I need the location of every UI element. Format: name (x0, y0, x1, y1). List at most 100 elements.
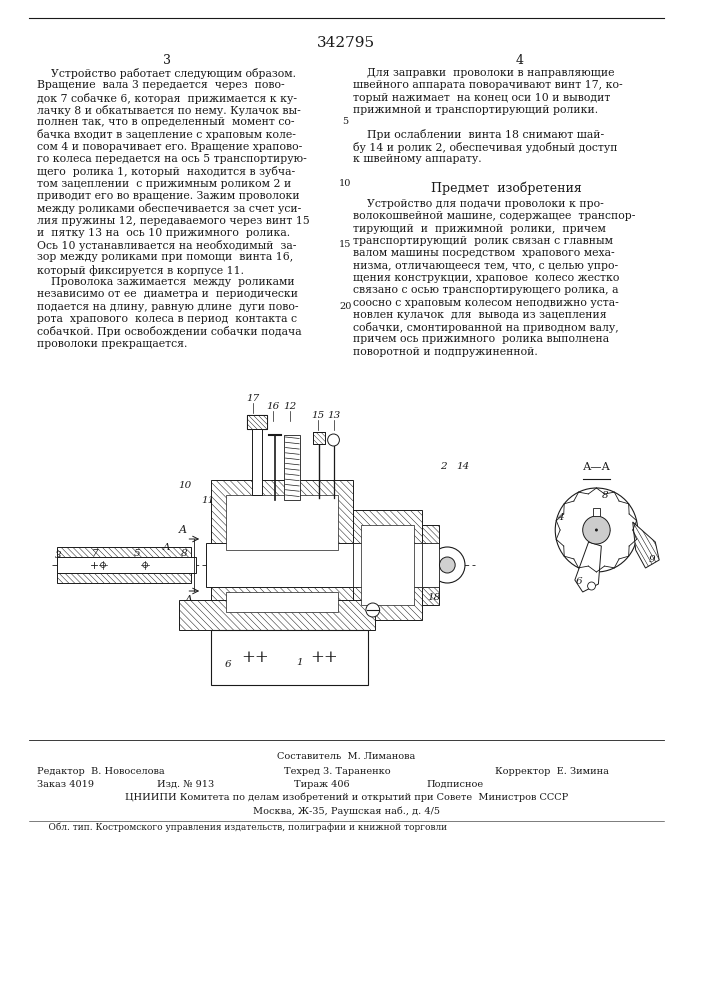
Circle shape (588, 582, 595, 590)
Text: проволоки прекращается.: проволоки прекращается. (37, 339, 187, 349)
Text: к швейному аппарату.: к швейному аппарату. (354, 154, 481, 164)
Text: 12: 12 (284, 402, 297, 411)
Text: 6: 6 (224, 660, 231, 669)
Text: который фиксируется в корпусе 11.: который фиксируется в корпусе 11. (37, 265, 245, 276)
Text: 11: 11 (201, 496, 214, 505)
Text: валом машины посредством  храпового меха-: валом машины посредством храпового меха- (354, 248, 615, 258)
Text: связано с осью транспортирующего ролика, а: связано с осью транспортирующего ролика,… (354, 285, 619, 295)
Text: и  пятку 13 на  ось 10 прижимного  ролика.: и пятку 13 на ось 10 прижимного ролика. (37, 228, 291, 238)
Bar (422, 525, 440, 605)
Text: 5: 5 (134, 550, 141, 558)
Text: Проволока зажимается  между  роликами: Проволока зажимается между роликами (37, 277, 295, 287)
Bar (252, 429, 262, 495)
Text: поворотной и подпружиненной.: поворотной и подпружиненной. (354, 347, 538, 357)
Text: щения конструкции, храповое  колесо жестко: щения конструкции, храповое колесо жестк… (354, 273, 619, 283)
Text: Техред 3. Тараненко: Техред 3. Тараненко (284, 767, 391, 776)
Text: 15: 15 (339, 240, 351, 249)
Circle shape (327, 434, 339, 446)
Text: полнен так, что в определенный  момент со-: полнен так, что в определенный момент со… (37, 117, 295, 127)
Text: 4: 4 (557, 514, 563, 522)
Text: 8: 8 (602, 491, 609, 500)
Text: Подписное: Подписное (427, 780, 484, 789)
Text: 6: 6 (575, 578, 582, 586)
Text: 15: 15 (311, 411, 325, 420)
Text: Заказ 4019: Заказ 4019 (37, 780, 94, 789)
Text: A: A (185, 595, 193, 605)
Text: 2: 2 (440, 462, 447, 471)
Circle shape (440, 557, 455, 573)
Text: Тираж 406: Тираж 406 (294, 780, 350, 789)
Text: причем ось прижимного  ролика выполнена: причем ось прижимного ролика выполнена (354, 334, 609, 344)
Text: 13: 13 (327, 411, 340, 420)
Text: 5: 5 (342, 117, 349, 126)
Text: 1: 1 (296, 658, 303, 667)
Text: Москва, Ж-35, Раушская наб., д. 4/5: Москва, Ж-35, Раушская наб., д. 4/5 (253, 806, 440, 816)
Text: сом 4 и поворачивает его. Вращение храпово-: сом 4 и поворачивает его. Вращение храпо… (37, 142, 303, 152)
Text: Вращение  вала 3 передается  через  пово-: Вращение вала 3 передается через пово- (37, 80, 285, 90)
Text: независимо от ее  диаметра и  периодически: независимо от ее диаметра и периодически (37, 289, 298, 299)
Text: 3: 3 (163, 54, 171, 67)
Bar (354, 510, 422, 620)
Text: волокошвейной машине, содержащее  транспор-: волокошвейной машине, содержащее транспо… (354, 211, 636, 221)
Text: Корректор  Е. Зимина: Корректор Е. Зимина (496, 767, 609, 776)
Text: го колеса передается на ось 5 транспортирую-: го колеса передается на ось 5 транспорти… (37, 154, 307, 164)
Circle shape (583, 516, 610, 544)
Text: 9: 9 (649, 556, 655, 564)
Text: 18: 18 (428, 593, 441, 602)
Bar (313, 432, 325, 444)
Bar (422, 543, 440, 587)
Text: 7: 7 (92, 550, 98, 558)
Text: подается на длину, равную длине  дуги пово-: подается на длину, равную длине дуги пов… (37, 302, 299, 312)
Bar (313, 432, 325, 444)
Text: тирующий  и  прижимной  ролики,  причем: тирующий и прижимной ролики, причем (354, 224, 606, 234)
Bar (226, 495, 339, 550)
Text: ++: ++ (310, 649, 338, 666)
Text: ЦНИИПИ Комитета по делам изобретений и открытий при Совете  Министров СССР: ЦНИИПИ Комитета по делам изобретений и о… (124, 793, 568, 802)
Text: 14: 14 (457, 462, 469, 471)
Bar (247, 415, 267, 429)
Text: A: A (163, 544, 170, 552)
Text: 16: 16 (266, 402, 279, 411)
Bar (211, 480, 354, 650)
Text: лия пружины 12, передаваемого через винт 15: лия пружины 12, передаваемого через винт… (37, 216, 310, 226)
Text: прижимной и транспортирующий ролики.: прижимной и транспортирующий ролики. (354, 105, 598, 115)
Circle shape (555, 488, 638, 572)
Text: При ослаблении  винта 18 снимают шай-: При ослаблении винта 18 снимают шай- (354, 129, 604, 140)
Text: собачкой. При освобождении собачки подача: собачкой. При освобождении собачки подач… (37, 326, 302, 337)
Text: щего  ролика 1, который  находится в зубча-: щего ролика 1, который находится в зубча… (37, 166, 296, 177)
Text: 20: 20 (339, 302, 351, 311)
Text: Составитель  М. Лиманова: Составитель М. Лиманова (277, 752, 416, 761)
Text: рота  храпового  колеса в период  контакта с: рота храпового колеса в период контакта … (37, 314, 297, 324)
Text: док 7 собачке 6, которая  прижимается к ку-: док 7 собачке 6, которая прижимается к к… (37, 93, 297, 104)
Text: Изд. № 913: Изд. № 913 (157, 780, 214, 789)
Text: ++: ++ (241, 649, 269, 666)
Bar (226, 592, 339, 612)
Text: A: A (178, 525, 187, 535)
Text: низма, отличающееся тем, что, с целью упро-: низма, отличающееся тем, что, с целью уп… (354, 261, 619, 271)
Text: 4: 4 (516, 54, 524, 67)
Text: 8: 8 (181, 550, 188, 558)
Circle shape (595, 528, 598, 532)
Bar (284, 435, 300, 500)
Text: между роликами обеспечивается за счет уси-: между роликами обеспечивается за счет ус… (37, 203, 301, 214)
Text: новлен кулачок  для  вывода из зацепления: новлен кулачок для вывода из зацепления (354, 310, 607, 320)
Text: 10: 10 (339, 179, 351, 188)
Text: бу 14 и ролик 2, обеспечивая удобный доступ: бу 14 и ролик 2, обеспечивая удобный дос… (354, 142, 618, 153)
Bar (593, 508, 600, 516)
Text: швейного аппарата поворачивают винт 17, ко-: швейного аппарата поворачивают винт 17, … (354, 80, 623, 90)
Text: приводит его во вращение. Зажим проволоки: приводит его во вращение. Зажим проволок… (37, 191, 300, 201)
Bar (57, 557, 197, 573)
Text: соосно с храповым колесом неподвижно уста-: соосно с храповым колесом неподвижно уст… (354, 298, 619, 308)
Polygon shape (575, 542, 602, 592)
Bar (354, 543, 427, 587)
Bar (206, 543, 358, 587)
Bar (57, 569, 192, 583)
Bar (57, 547, 192, 561)
Text: Устройство работает следующим образом.: Устройство работает следующим образом. (37, 68, 296, 79)
Bar (179, 600, 375, 630)
Circle shape (100, 562, 105, 568)
Text: Для заправки  проволоки в направляющие: Для заправки проволоки в направляющие (354, 68, 614, 78)
Text: лачку 8 и обкатывается по нему. Кулачок вы-: лачку 8 и обкатывается по нему. Кулачок … (37, 105, 301, 116)
Text: 17: 17 (247, 394, 259, 403)
Polygon shape (633, 522, 659, 568)
